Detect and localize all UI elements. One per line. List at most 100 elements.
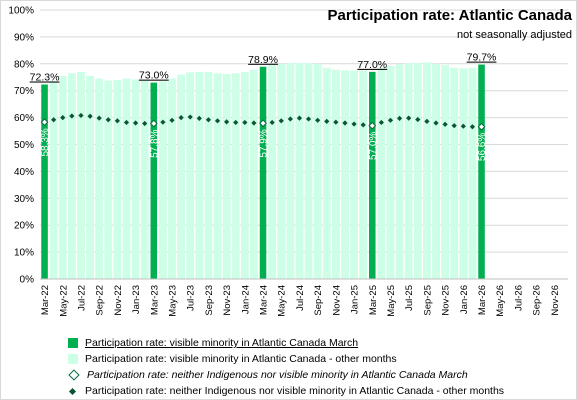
bar-data-label: 79.7%	[467, 52, 497, 64]
x-tick-label: Jul-23	[186, 285, 197, 311]
bar-other-month	[395, 64, 404, 279]
bar-other-month	[140, 81, 149, 280]
x-tick-label: Sep-23	[204, 285, 215, 316]
marker-neither-other-month	[60, 115, 66, 121]
y-tick-label: 20%	[14, 221, 34, 232]
chart-subtitle: not seasonally adjusted	[457, 29, 572, 41]
bar-other-month	[113, 79, 122, 279]
marker-neither-other-month	[160, 119, 166, 125]
bar-other-month	[277, 63, 286, 279]
bar-other-month	[350, 70, 358, 280]
bar-other-month	[413, 63, 422, 280]
legend-label: Participation rate: visible minority in …	[85, 353, 397, 365]
legend-item-visible-minority-march: Participation rate: visible minority in …	[68, 335, 504, 351]
marker-neither-other-month	[269, 119, 275, 126]
marker-neither-other-month	[433, 120, 439, 126]
bar-other-month	[441, 65, 450, 280]
marker-neither-other-month	[214, 118, 221, 124]
marker-neither-other-month	[305, 116, 312, 122]
bar-other-month	[158, 81, 167, 279]
y-tick-label: 0%	[20, 275, 35, 286]
x-tick-label: May-23	[168, 285, 179, 317]
bar-other-month	[186, 72, 195, 280]
legend-item-neither-march: Participation rate: neither Indigenous n…	[68, 367, 504, 383]
marker-neither-other-month	[205, 117, 212, 123]
bar-other-month	[49, 81, 58, 279]
legend-label: Participation rate: neither Indigenous n…	[85, 385, 505, 397]
y-tick-label: 30%	[14, 194, 34, 205]
x-tick-label: Mar-25	[368, 285, 379, 315]
marker-neither-other-month	[251, 120, 257, 126]
x-tick-label: May-26	[495, 285, 506, 317]
bar-other-month	[268, 65, 277, 280]
x-tick-label: Jul-24	[295, 285, 306, 311]
bar-other-month	[122, 78, 131, 279]
y-tick-label: 80%	[14, 59, 34, 70]
x-tick-label: Sep-25	[422, 285, 433, 316]
marker-neither-other-month	[51, 117, 57, 123]
bar-data-label: 78.9%	[248, 54, 278, 66]
x-tick-label: Sep-22	[95, 285, 106, 316]
marker-neither-other-month	[324, 118, 330, 124]
bar-other-month	[404, 63, 413, 280]
marker-neither-other-month	[406, 115, 412, 121]
marker-data-label: 56.6%	[477, 133, 488, 161]
marker-data-label: 57.0%	[368, 132, 379, 160]
bar-other-month	[67, 73, 76, 279]
x-tick-label: Nov-25	[441, 285, 452, 316]
marker-neither-other-month	[233, 119, 239, 126]
marker-neither-other-month	[242, 119, 248, 126]
legend-diamond-open-icon	[68, 369, 80, 381]
x-tick-label: Jul-26	[513, 285, 524, 311]
marker-neither-other-month	[278, 118, 284, 124]
marker-neither-other-month	[169, 117, 175, 123]
chart-legend: Participation rate: visible minority in …	[68, 335, 504, 399]
marker-neither-other-month	[460, 123, 466, 129]
chart-title: Participation rate: Atlantic Canada	[327, 7, 573, 24]
bar-other-month	[295, 62, 304, 280]
marker-neither-other-month	[342, 120, 348, 126]
marker-neither-march	[259, 119, 267, 128]
x-tick-label: Nov-23	[222, 285, 233, 316]
marker-neither-other-month	[469, 124, 476, 130]
legend-item-visible-minority-other: Participation rate: visible minority in …	[68, 351, 504, 367]
bar-other-month	[204, 71, 213, 280]
legend-item-neither-other: Participation rate: neither Indigenous n…	[68, 383, 504, 399]
bar-other-month	[104, 80, 113, 279]
marker-neither-march	[477, 122, 486, 131]
bar-other-month	[213, 73, 222, 279]
bar-other-month	[450, 67, 459, 280]
marker-neither-other-month	[187, 114, 193, 120]
x-tick-label: Nov-26	[550, 285, 561, 316]
marker-neither-other-month	[296, 115, 303, 121]
x-tick-label: Mar-22	[40, 285, 51, 315]
bar-other-month	[77, 71, 85, 280]
bar-other-month	[304, 62, 313, 280]
bar-data-label: 73.0%	[139, 70, 169, 82]
bar-other-month	[250, 69, 258, 279]
marker-neither-other-month	[424, 118, 430, 124]
bar-other-month	[240, 71, 249, 280]
x-tick-label: Mar-24	[259, 285, 270, 315]
marker-neither-other-month	[105, 117, 111, 123]
bar-march	[150, 82, 158, 279]
marker-neither-other-month	[142, 120, 148, 127]
x-tick-label: May-25	[386, 285, 397, 317]
marker-neither-other-month	[333, 119, 339, 125]
bar-other-month	[313, 63, 322, 279]
marker-neither-other-month	[123, 119, 130, 126]
bar-march	[41, 84, 48, 279]
x-tick-label: Nov-22	[113, 285, 124, 316]
bar-other-month	[131, 79, 140, 279]
marker-neither-other-month	[196, 115, 202, 122]
x-tick-label: Jul-25	[404, 285, 415, 311]
bar-other-month	[95, 78, 104, 279]
bar-march	[259, 66, 267, 279]
x-tick-label: Jan-26	[459, 285, 470, 314]
legend-swatch-light-green	[68, 354, 78, 364]
x-tick-label: Mar-26	[477, 285, 488, 315]
bar-other-month	[359, 70, 368, 280]
marker-neither-other-month	[132, 120, 139, 126]
legend-swatch-dark-green	[68, 338, 78, 348]
marker-neither-other-month	[114, 118, 120, 124]
